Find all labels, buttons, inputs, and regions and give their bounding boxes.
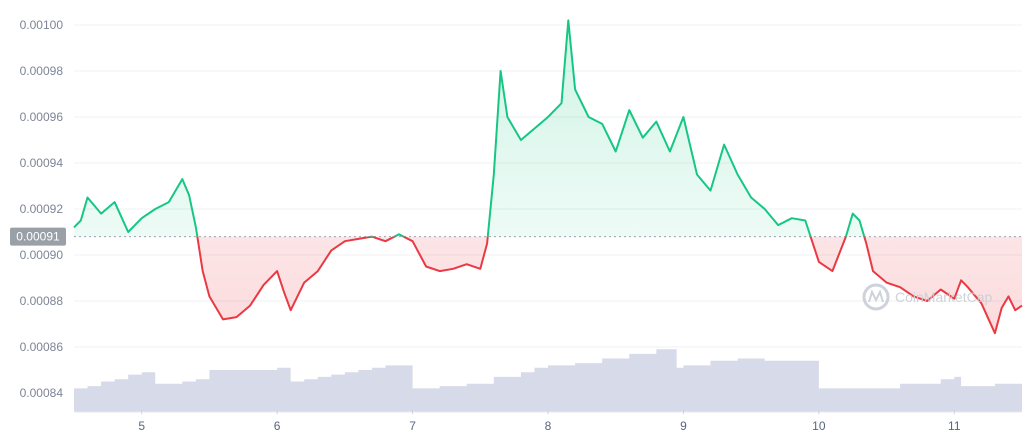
x-tick-label: 9: [680, 419, 687, 433]
y-tick-label: 0.00100: [20, 18, 64, 32]
x-tick-label: 6: [274, 419, 281, 433]
baseline-label: 0.00091: [10, 228, 66, 246]
y-tick-label: 0.00092: [20, 202, 64, 216]
y-tick-label: 0.00086: [20, 340, 64, 354]
y-tick-label: 0.00088: [20, 294, 64, 308]
x-axis: 5 6 7 8 9 10 11: [74, 410, 1022, 433]
coinmarketcap-logo-icon: [864, 285, 888, 309]
x-tick-label: 11: [948, 419, 961, 433]
y-tick-label: 0.00096: [20, 110, 64, 124]
y-tick-label: 0.00094: [20, 156, 64, 170]
watermark: CoinMarketCap: [864, 285, 992, 309]
y-tick-label: 0.00098: [20, 64, 64, 78]
x-tick-label: 8: [545, 419, 552, 433]
x-tick-label: 7: [409, 419, 416, 433]
y-tick-label: 0.00084: [20, 386, 64, 400]
volume-area: [74, 349, 1022, 412]
x-tick-label: 5: [138, 419, 145, 433]
volume-shape: [74, 349, 1022, 412]
y-tick-label: 0.00090: [20, 248, 64, 262]
watermark-text: CoinMarketCap: [895, 289, 992, 305]
baseline-label-text: 0.00091: [16, 230, 60, 244]
y-axis: 0.00100 0.00098 0.00096 0.00094 0.00092 0.000…: [20, 18, 64, 400]
x-tick-label: 10: [812, 419, 826, 433]
